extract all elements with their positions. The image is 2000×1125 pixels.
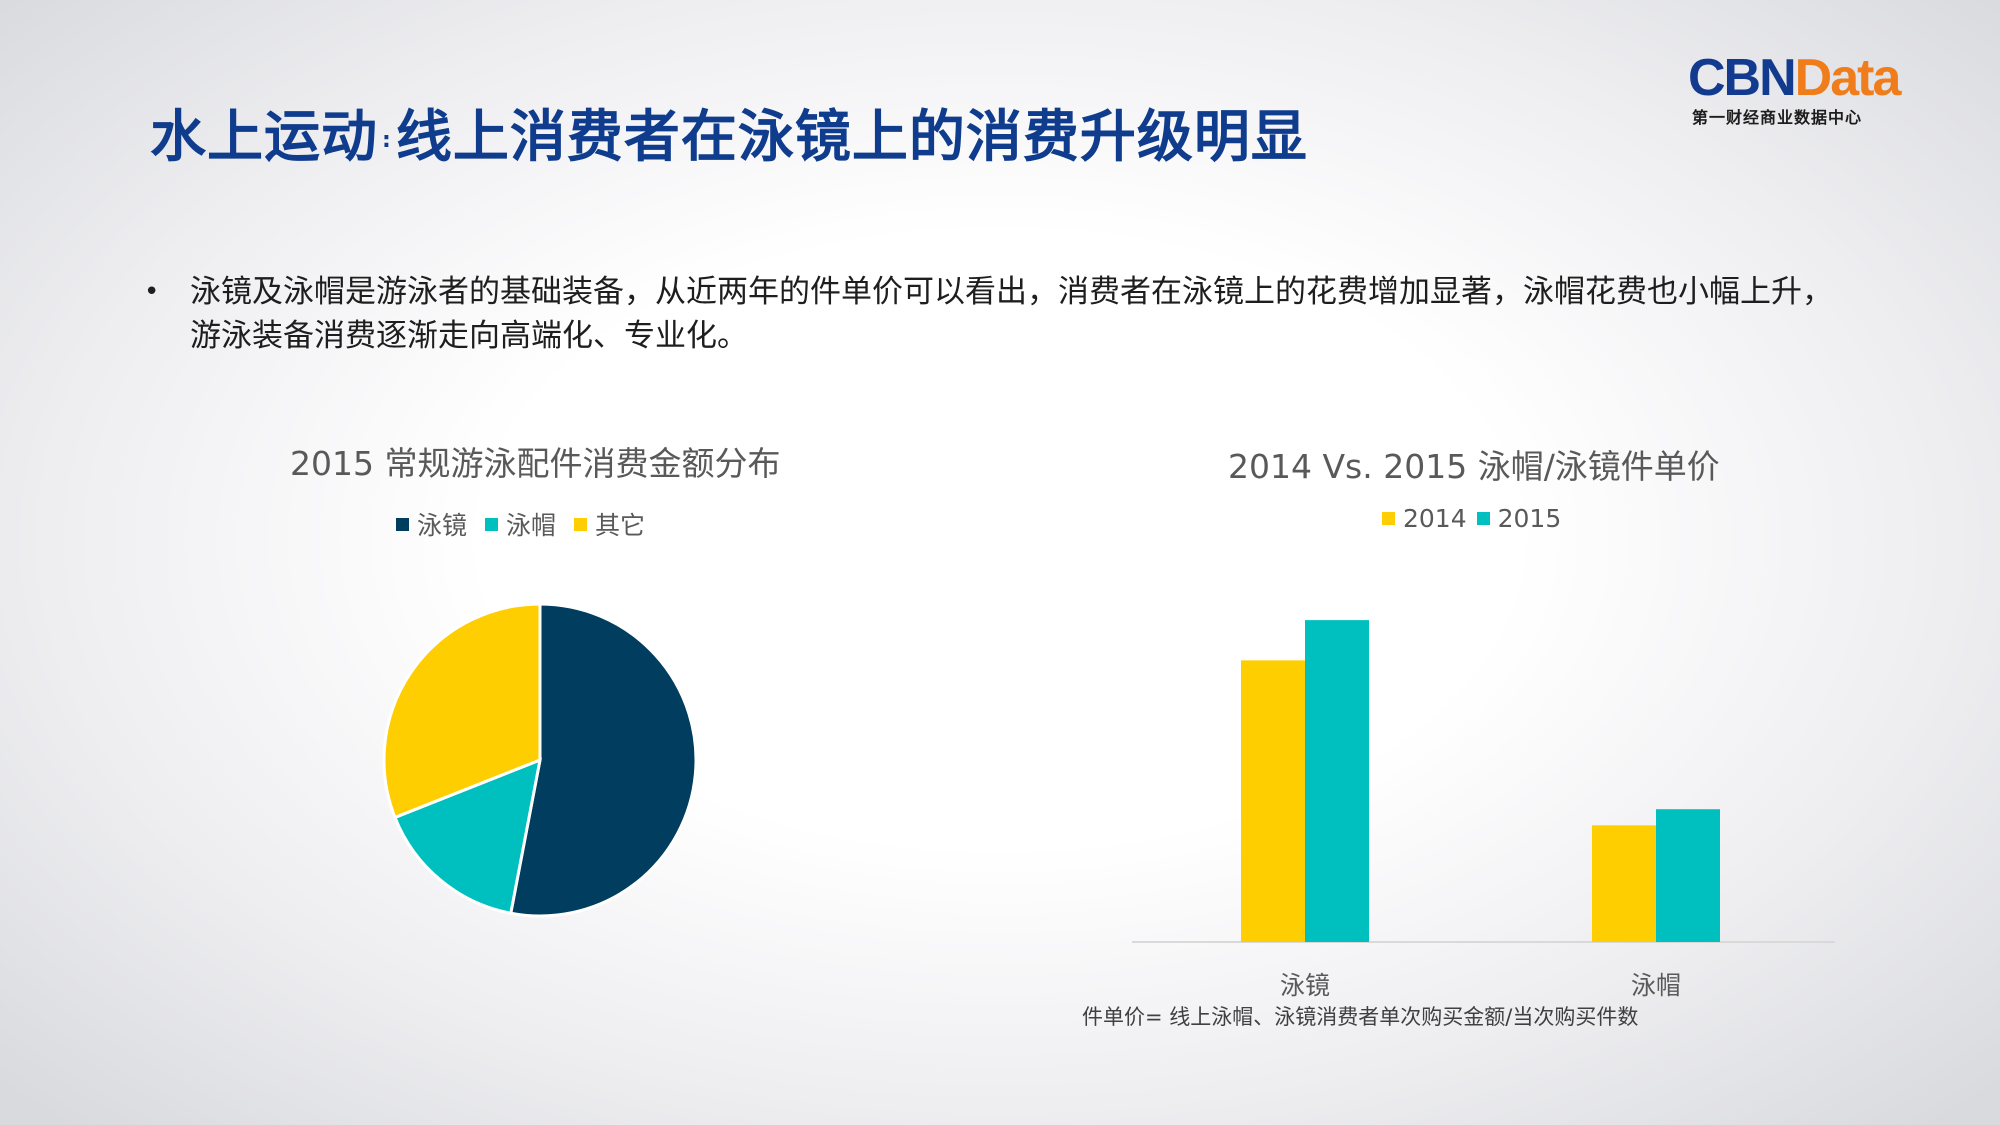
bar-cap-2014: [1592, 825, 1656, 942]
pie-legend-label-goggles: 泳镜: [417, 511, 468, 540]
cbndata-logo: CBNData 第一财经商业数据中心: [1688, 48, 1938, 128]
bar-legend: 2014 2015: [1382, 504, 1579, 533]
pie-slice-goggles: [509, 602, 698, 918]
pie-chart-title: 2015 常规游泳配件消费金额分布: [290, 444, 781, 483]
pie-legend-item-goggles: 泳镜: [396, 506, 467, 542]
pie-legend-label-cap: 泳帽: [506, 511, 557, 540]
pie-legend-item-cap: 泳帽: [485, 506, 556, 542]
bullet-point: • 泳镜及泳帽是游泳者的基础装备，从近两年的件单价可以看出，消费者在泳镜上的花费…: [144, 270, 1852, 358]
bar-legend-swatch-2014: [1382, 512, 1395, 525]
pie-legend-swatch-cap: [485, 517, 499, 531]
logo-word-data: Data: [1794, 49, 1902, 107]
bar-legend-item-2015: 2015: [1476, 504, 1562, 533]
bar-chart-title: 2014 Vs. 2015 泳帽/泳镜件单价: [1228, 447, 1720, 486]
bar-category-label: 泳帽: [1631, 971, 1681, 1000]
pie-legend-item-other: 其它: [574, 506, 645, 542]
bar-category-label: 泳镜: [1280, 971, 1330, 1000]
pie-legend-swatch-goggles: [396, 517, 409, 531]
footnote: 件单价= 线上泳帽、泳镜消费者单次购买金额/当次购买件数: [1082, 1005, 1639, 1029]
pie-slice-other: [382, 602, 542, 820]
bar-goggles-2015: [1305, 620, 1369, 942]
bar-goggles-2014: [1241, 660, 1305, 942]
bar-legend-swatch-2015: [1476, 512, 1490, 525]
bar-legend-label-2015: 2015: [1497, 504, 1562, 533]
title-main: 水上运动: [150, 105, 378, 170]
bar-cap-2015: [1656, 809, 1720, 942]
slide-title: 水上运动:线上消费者在泳镜上的消费升级明显: [150, 92, 1308, 173]
pie-legend: 泳镜 泳帽 其它: [396, 506, 663, 542]
bullet-text: 泳镜及泳帽是游泳者的基础装备，从近两年的件单价可以看出，消费者在泳镜上的花费增加…: [190, 274, 1833, 354]
title-sub: 线上消费者在泳镜上的消费升级明显: [395, 105, 1308, 170]
logo-word-cbn: CBN: [1688, 49, 1797, 107]
bullet-marker: •: [144, 277, 160, 307]
pie-slice-cap: [393, 757, 542, 915]
pie-chart: [382, 602, 698, 918]
pie-legend-label-other: 其它: [595, 511, 646, 540]
pie-legend-swatch-other: [574, 517, 588, 531]
logo-subtitle: 第一财经商业数据中心: [1692, 108, 1863, 127]
bar-chart: 泳镜 泳帽: [1132, 620, 1835, 1000]
logo-wordmark: CBNData: [1688, 48, 1902, 108]
bar-legend-label-2014: 2014: [1403, 504, 1467, 533]
title-separator: :: [382, 128, 392, 154]
bar-legend-item-2014: 2014: [1382, 504, 1467, 533]
